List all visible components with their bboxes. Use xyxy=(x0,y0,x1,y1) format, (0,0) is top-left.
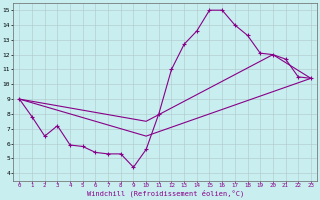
X-axis label: Windchill (Refroidissement éolien,°C): Windchill (Refroidissement éolien,°C) xyxy=(86,190,244,197)
